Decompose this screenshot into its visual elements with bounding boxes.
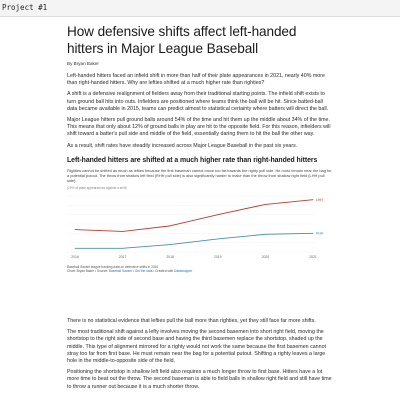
credit-separator: • Source: <box>94 269 109 274</box>
project-header: Project #1 <box>0 0 400 17</box>
article-continued: There is no statistical evidence that le… <box>67 318 332 391</box>
chart-notes: Baseball Savant league tracking data on … <box>67 265 332 273</box>
data-point-rhh <box>74 248 76 249</box>
axis-title: (20% of plate appearances against a shif… <box>67 186 127 190</box>
data-point-lhh <box>169 225 171 227</box>
x-tick-label: 2020 <box>262 255 270 259</box>
chart-heading: Left-handed hitters are shifted at a muc… <box>67 156 318 164</box>
data-point-lhh <box>122 231 123 232</box>
data-point-rhh <box>217 238 219 240</box>
x-tick-label: 2018 <box>166 255 174 259</box>
series-end-label-rhh: RHH <box>316 232 324 236</box>
source-link[interactable]: Baseball Savant <box>108 269 132 274</box>
paragraph-shift-definition: A shift is a defensive realignment of fi… <box>67 91 329 112</box>
data-point-rhh <box>122 248 123 249</box>
paragraph-intro: Left-handed hitters faced an infield shi… <box>67 73 325 87</box>
paragraph-shortstop-throw: Positioning the shortstop in shallow lef… <box>67 369 332 390</box>
article-title: How defensive shifts affect left-handed … <box>67 24 297 56</box>
x-tick-label: 2021 <box>309 255 317 259</box>
series-line-lhh <box>74 199 314 233</box>
paragraph-no-evidence: There is no statistical evidence that le… <box>67 318 316 324</box>
chart-credit: Chart: Bryan Baker <box>67 269 95 274</box>
project-label: Project #1 <box>2 3 48 12</box>
x-tick-label: 2017 <box>119 255 127 259</box>
data-point-lhh <box>312 199 314 201</box>
chart-container: (20% of plate appearances against a shif… <box>67 186 332 264</box>
data-point-rhh <box>169 244 171 245</box>
paragraph-pull-rates: Major League hitters pull ground balls a… <box>67 117 331 138</box>
paragraph-traditional-shift: The most traditional shift against a lef… <box>67 329 326 365</box>
series-end-label-lhh: LHH <box>316 198 323 202</box>
credit-separator-2: • <box>131 269 135 274</box>
byline: By Bryan Baker <box>67 61 99 66</box>
x-tick-label: 2016 <box>71 255 79 259</box>
article: How defensive shifts affect left-handed … <box>67 24 332 274</box>
data-point-lhh <box>265 204 266 205</box>
paragraph-result: As a result, shift rates have steadily i… <box>67 142 298 149</box>
chart-description: Righties cannot be shifted as much as le… <box>67 167 332 184</box>
data-point-rhh <box>312 233 314 234</box>
data-point-lhh <box>217 214 219 216</box>
credit-separator-3: • Created with <box>152 269 175 274</box>
chart-source-note: Baseball Savant league tracking data on … <box>67 265 159 270</box>
line-chart: (20% of plate appearances against a shif… <box>67 186 324 259</box>
chart-credits: Chart: Bryan Baker • Source: Baseball Sa… <box>67 269 332 273</box>
series-line-rhh <box>75 232 314 249</box>
get-data-link[interactable]: Get the data <box>134 269 153 274</box>
x-tick-label: 2019 <box>214 255 222 259</box>
data-point-rhh <box>265 234 266 235</box>
data-point-lhh <box>74 229 76 231</box>
datawrapper-link[interactable]: Datawrapper <box>174 269 193 274</box>
